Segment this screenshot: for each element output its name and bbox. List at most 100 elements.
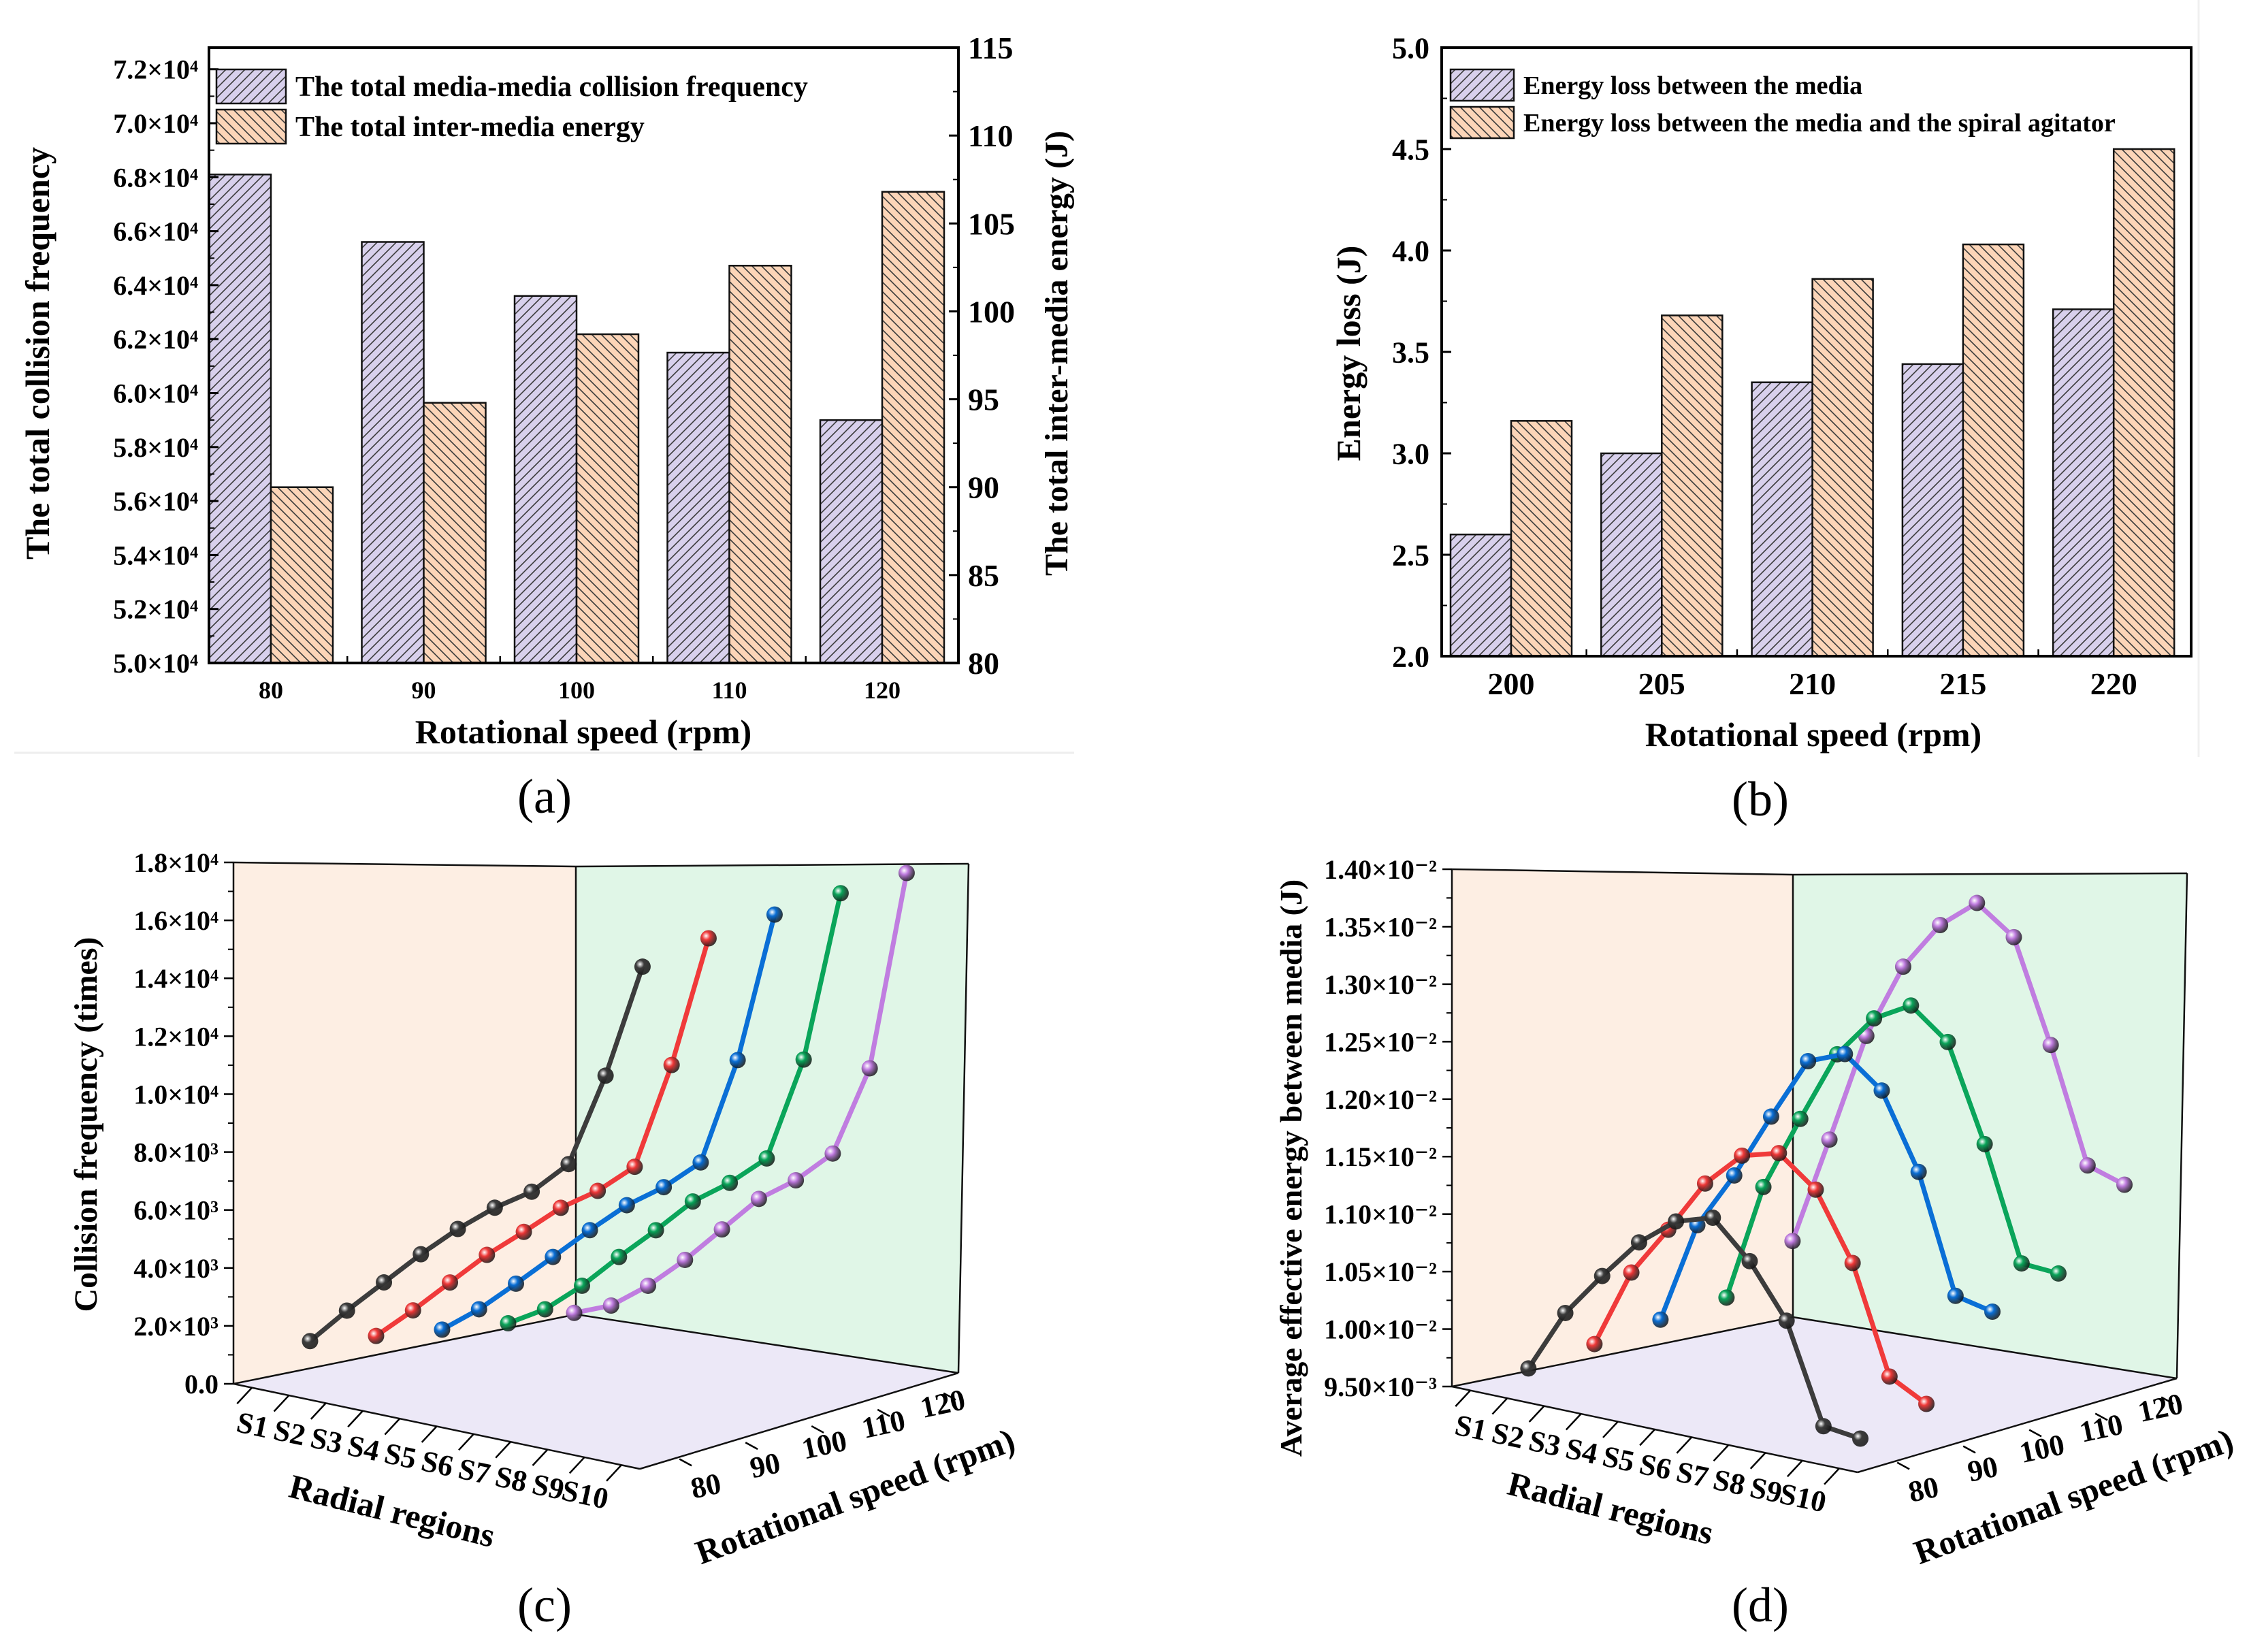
x-tick [568, 1457, 585, 1474]
data-point-120-rpm-S2 [602, 1297, 619, 1314]
bar-series2-100-hatch [575, 333, 640, 664]
x-tick-label: S1 [1452, 1408, 1490, 1448]
bar-series2-205-hatch [1661, 314, 1724, 658]
y-tick-label: 2.5 [1392, 538, 1429, 572]
data-point-120-rpm-S9 [2079, 1157, 2096, 1174]
y2-tick-label: 80 [968, 646, 999, 681]
y-tick-label: 1.05×10⁻² [1324, 1257, 1437, 1287]
plot-area: 2.0 2.5 3.0 3.5 4.0 4.5 5.0 200 205 210 215 220 Ener… [1392, 31, 2193, 701]
data-point-80-rpm-S9 [1815, 1418, 1832, 1435]
y2-tick-label: 110 [968, 118, 1013, 153]
data-point-110-rpm-S9 [2013, 1255, 2030, 1272]
x-tick-label: 80 [259, 677, 283, 704]
x-tick-label: S10 [1777, 1476, 1829, 1519]
data-point-120-rpm-S9 [861, 1060, 878, 1077]
data-point-90-rpm-S7 [1807, 1181, 1824, 1198]
z-tick-label: 80 [687, 1467, 724, 1506]
x-tick-label: 220 [2090, 666, 2137, 701]
data-point-90-rpm-S8 [626, 1159, 643, 1176]
y2-tick-label: 100 [968, 294, 1015, 329]
data-point-80-rpm-S10 [634, 958, 651, 975]
panel-b-bar-chart: 2.0 2.5 3.0 3.5 4.0 4.5 5.0 200 205 210 215 220 Ener… [1329, 31, 2193, 826]
plot-area: 5.0×10⁴ 5.2×10⁴ 5.4×10⁴ 5.6×10⁴ 5.8×10⁴ 6.0×1… [113, 31, 1015, 704]
z-tick-label: 120 [918, 1382, 969, 1425]
data-point-110-rpm-S10 [832, 885, 849, 902]
data-point-80-rpm-S2 [1557, 1304, 1574, 1321]
x-tick [1676, 1436, 1693, 1454]
x-tick-label: S2 [271, 1413, 309, 1453]
data-point-100-rpm-S8 [1910, 1163, 1927, 1180]
data-point-100-rpm-S6 [618, 1197, 635, 1214]
data-point-120-rpm-S1 [566, 1304, 583, 1321]
z-tick-label: 110 [859, 1404, 908, 1445]
data-point-110-rpm-S1 [500, 1315, 517, 1332]
x-tick-label: S4 [344, 1429, 383, 1468]
data-point-90-rpm-S1 [368, 1327, 385, 1344]
bar-series2-90-hatch [423, 402, 487, 664]
x-tick [1528, 1405, 1545, 1423]
x-tick [310, 1402, 327, 1420]
data-point-110-rpm-S7 [1939, 1033, 1956, 1050]
series-line-80-rpm [1526, 1215, 1862, 1441]
legend-swatch-hatch [1449, 68, 1515, 102]
data-point-100-rpm-S3 [508, 1275, 525, 1292]
data-point-110-rpm-S7 [722, 1174, 739, 1191]
y-axis-title: Energy loss (J) [1329, 246, 1368, 461]
z-tick [2028, 1429, 2042, 1438]
data-point-120-rpm-S8 [824, 1145, 841, 1162]
x-tick-label: 90 [412, 677, 436, 704]
axis-edge [1451, 1316, 1794, 1388]
panel-d-3d-line-chart: 9.50×10⁻³ 1.00×10⁻² 1.05×10⁻² 1.10×10⁻² 1.15… [1274, 854, 2238, 1632]
x-tick [347, 1410, 363, 1428]
y-tick-label: 1.4×10⁴ [133, 963, 219, 994]
legend-label: Energy loss between the media and the sp… [1523, 109, 2116, 137]
y-tick-label: 1.30×10⁻² [1324, 969, 1437, 1000]
z-tick [679, 1458, 692, 1467]
data-point-120-rpm-S5 [1932, 916, 1949, 933]
x-tick-label: S8 [1711, 1463, 1749, 1502]
data-point-110-rpm-S6 [684, 1193, 701, 1210]
left-wall [233, 862, 576, 1384]
y-tick-label: 0.0 [184, 1369, 219, 1399]
data-point-100-rpm-S8 [692, 1154, 709, 1171]
right-wall [1793, 873, 2187, 1378]
x-tick [384, 1418, 401, 1436]
y-tick-label: 1.35×10⁻² [1324, 911, 1437, 942]
x-tick-label: S3 [1526, 1424, 1564, 1463]
data-point-100-rpm-S5 [1800, 1052, 1817, 1069]
x-tick [273, 1395, 290, 1412]
bar-series1-205-hatch [1600, 452, 1663, 658]
x-tick [1491, 1397, 1508, 1415]
x-tick-label: S8 [492, 1459, 530, 1499]
x-tick [532, 1448, 549, 1466]
data-point-90-rpm-S4 [1696, 1175, 1713, 1192]
x-tick [458, 1434, 474, 1451]
axis-edge [575, 862, 969, 868]
data-point-120-rpm-S5 [713, 1221, 730, 1238]
x-tick [1639, 1429, 1655, 1446]
y2-tick-label: 105 [968, 206, 1015, 241]
data-point-80-rpm-S3 [376, 1274, 393, 1291]
z-tick-label: 100 [799, 1424, 850, 1466]
y-axis-title: Collision frequency (times) [68, 937, 104, 1312]
z-tick-label: 110 [2077, 1408, 2126, 1449]
bar-series1-110-hatch [666, 351, 730, 664]
axis-edge [233, 861, 577, 868]
y-tick-label: 1.00×10⁻² [1324, 1314, 1437, 1345]
data-point-90-rpm-S3 [442, 1274, 459, 1291]
axis-edge [2175, 873, 2188, 1379]
bar-series1-100-hatch [513, 295, 578, 664]
x-tick-label: 100 [558, 677, 595, 704]
y-tick-label: 1.20×10⁻² [1324, 1084, 1437, 1115]
y-tick-label: 7.2×10⁴ [113, 54, 198, 85]
data-point-90-rpm-S9 [1881, 1368, 1898, 1385]
series-line-100-rpm [1658, 1051, 1994, 1321]
data-point-110-rpm-S8 [1976, 1135, 1993, 1152]
bar-series2-80-hatch [270, 486, 334, 664]
legend-swatch-hatch [215, 108, 287, 145]
x-tick [1455, 1389, 1472, 1407]
x-tick-label: 210 [1789, 666, 1836, 701]
x-axis-title: Rotational speed (rpm) [1645, 715, 1981, 754]
data-point-110-rpm-S1 [1718, 1289, 1735, 1306]
data-point-110-rpm-S3 [574, 1277, 591, 1294]
